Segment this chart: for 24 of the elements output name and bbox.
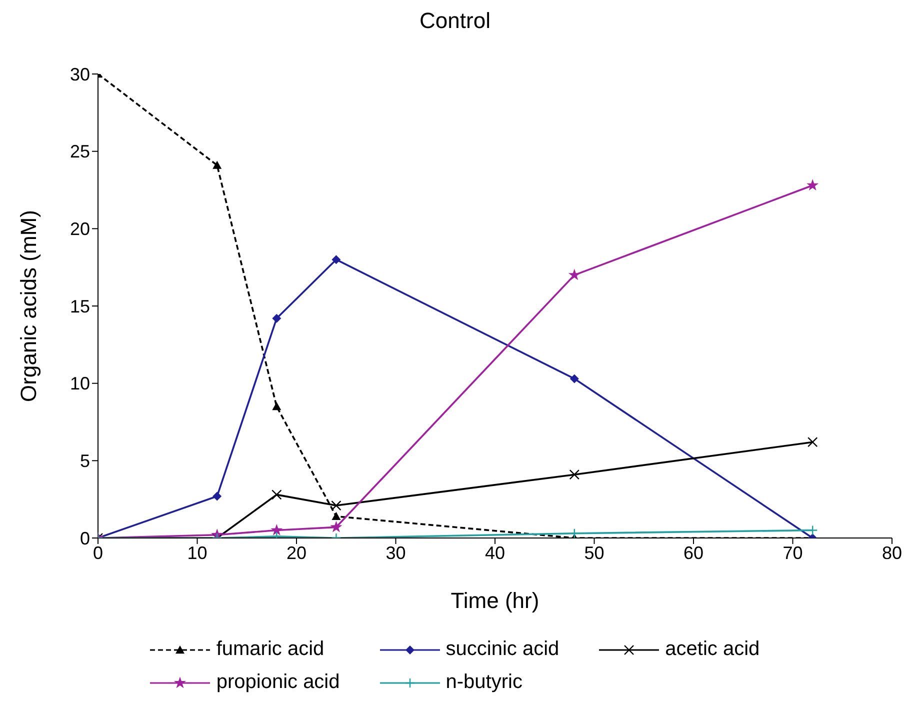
- y-tick-label: 15: [70, 296, 90, 316]
- legend-label: fumaric acid: [216, 638, 324, 661]
- x-tick-label: 70: [782, 542, 803, 563]
- x-tick-label: 50: [584, 542, 604, 563]
- y-tick-label: 10: [70, 374, 90, 394]
- y-tick-label: 0: [80, 528, 90, 548]
- y-tick-label: 25: [70, 142, 90, 162]
- x-axis-title: Time (hr): [450, 588, 540, 613]
- x-tick-label: 20: [286, 542, 307, 563]
- x-tick-label: 80: [882, 542, 902, 563]
- legend-label: acetic acid: [665, 638, 760, 661]
- y-tick-label: 5: [80, 451, 90, 472]
- legend-label: n-butyric: [446, 671, 522, 694]
- y-axis-title: Organic acids (mM): [16, 210, 41, 402]
- chart-title: Control: [418, 8, 492, 34]
- y-tick-label: 20: [70, 219, 90, 240]
- x-tick-label: 40: [484, 542, 506, 563]
- x-tick-label: 10: [187, 542, 208, 563]
- legend-label: succinic acid: [446, 638, 560, 661]
- legend-label: propionic acid: [216, 671, 340, 694]
- x-tick-label: 30: [386, 542, 406, 563]
- x-tick-label: 60: [683, 542, 704, 563]
- x-tick-label: 0: [92, 542, 104, 563]
- y-tick-label: 30: [70, 64, 90, 84]
